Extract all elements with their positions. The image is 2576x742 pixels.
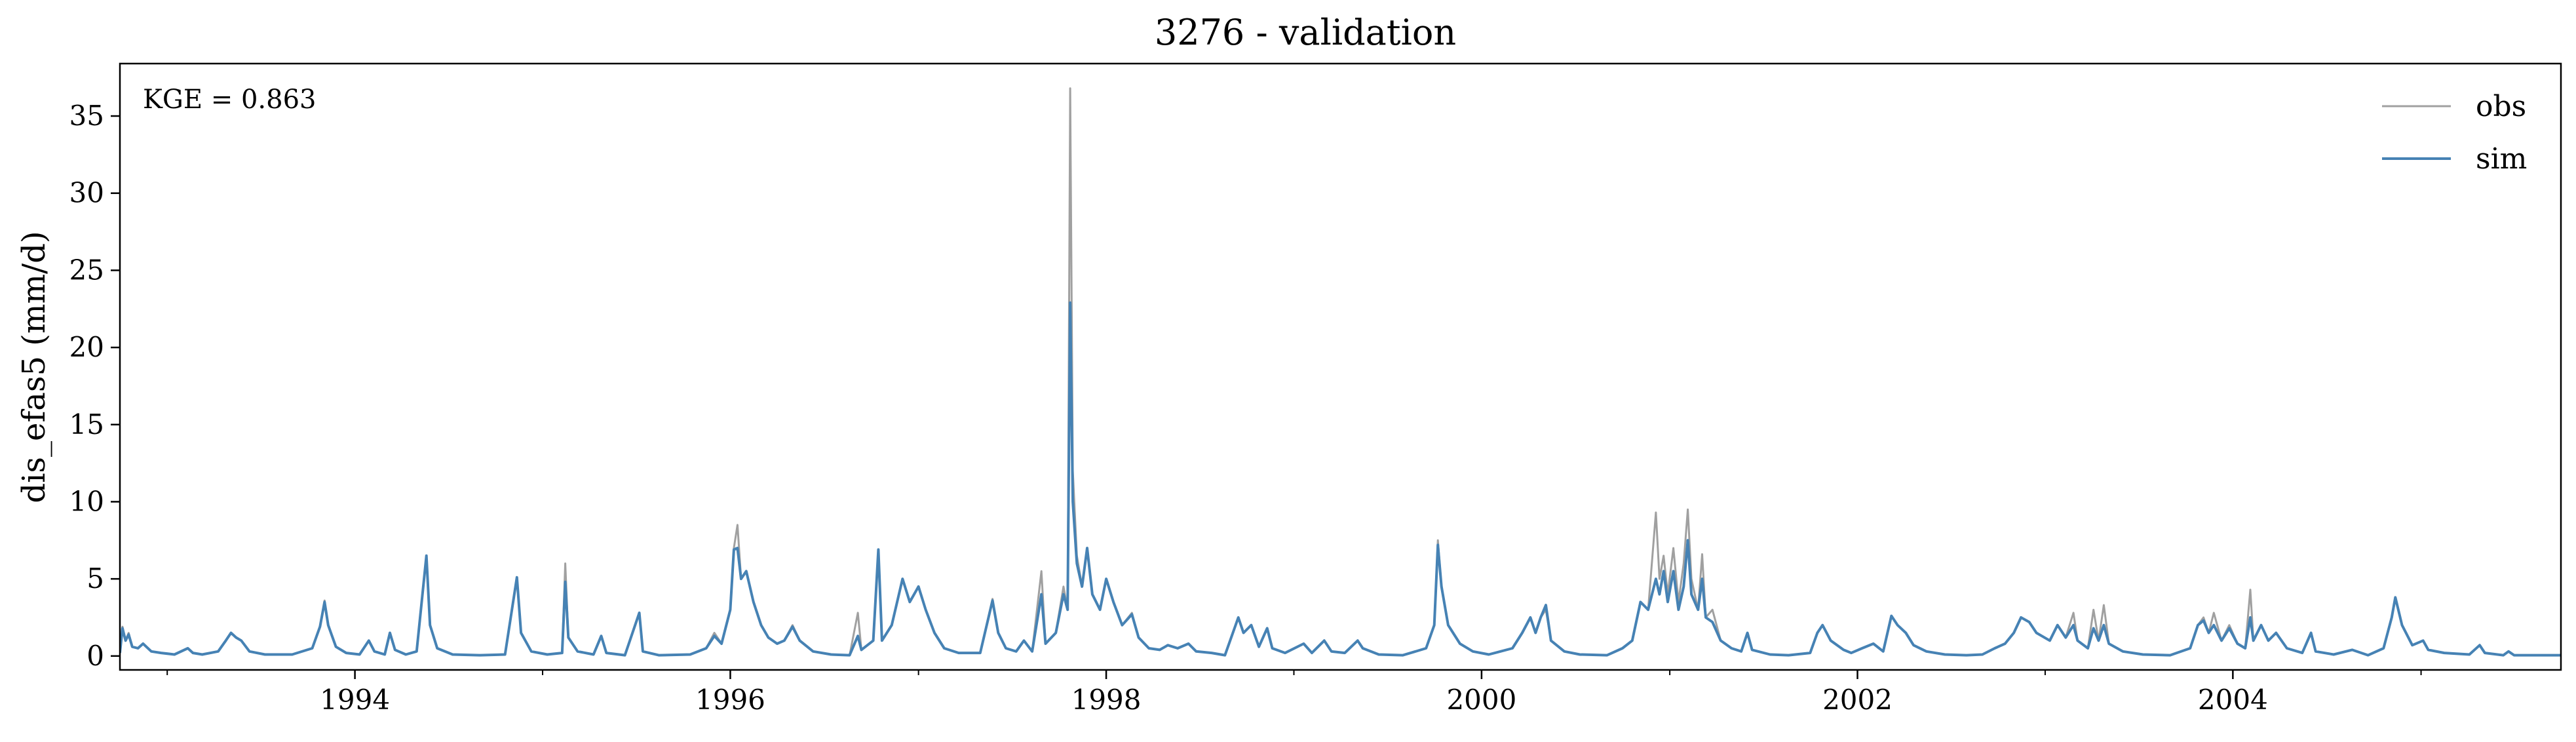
x-axis: 1994 1996 1998 2000 2002 2004 xyxy=(166,670,2422,716)
y-axis-label: dis_efas5 (mm/d) xyxy=(16,231,52,503)
series-line-obs xyxy=(120,87,2561,657)
y-tick-label: 25 xyxy=(69,254,104,286)
chart-title: 3276 - validation xyxy=(1155,12,1456,53)
x-tick-label: 1994 xyxy=(320,684,390,716)
plot-area-frame xyxy=(119,62,2562,671)
y-tick-label: 5 xyxy=(87,562,104,595)
y-tick-label: 10 xyxy=(69,485,104,517)
y-tick-label: 30 xyxy=(69,177,104,209)
x-tick-label: 2002 xyxy=(1822,684,1893,716)
y-tick-label: 35 xyxy=(69,100,104,132)
x-tick-label: 2004 xyxy=(2198,684,2268,716)
legend-label-obs: obs xyxy=(2476,90,2526,123)
x-tick-label: 1996 xyxy=(695,684,765,716)
legend-label-sim: sim xyxy=(2476,142,2527,176)
series-layer xyxy=(120,87,2561,657)
y-tick-label: 15 xyxy=(69,408,104,440)
kge-annotation: KGE = 0.863 xyxy=(143,85,317,115)
x-tick-label: 1998 xyxy=(1071,684,1142,716)
y-tick-label: 0 xyxy=(87,640,104,672)
y-axis: 0 5 10 15 20 25 30 35 xyxy=(69,100,120,672)
y-tick-label: 20 xyxy=(69,331,104,363)
series-line-sim xyxy=(120,301,2561,657)
x-tick-label: 2000 xyxy=(1446,684,1516,716)
legend: obs sim xyxy=(2382,90,2527,176)
